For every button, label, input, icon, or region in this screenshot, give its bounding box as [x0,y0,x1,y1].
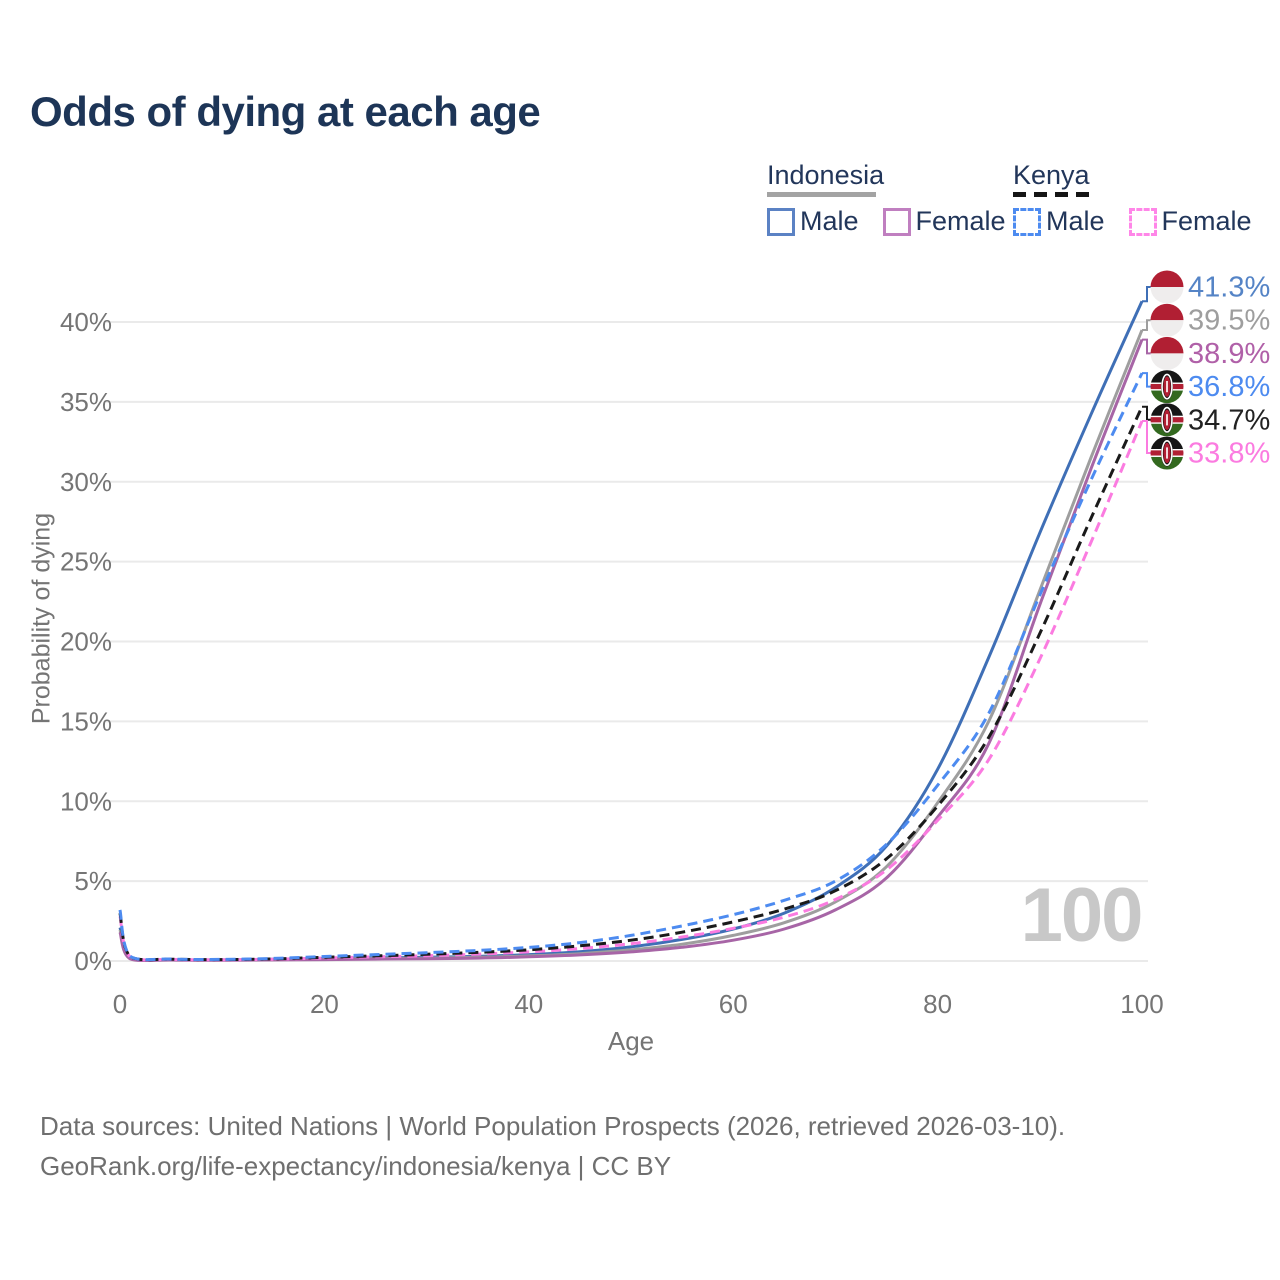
end-value-label-indonesia-female: 38.9% [1188,338,1270,370]
y-tick-label: 25% [60,547,112,577]
legend-indonesia-label[interactable]: Indonesia [767,160,885,190]
end-value-label-kenya-female: 33.8% [1188,438,1270,470]
y-tick-label: 5% [74,866,112,896]
y-tick-label: 20% [60,627,112,657]
x-axis-title: Age [607,1026,655,1056]
series-line-indonesia-female [118,339,1144,963]
footer-sources-line: Data sources: United Nations | World Pop… [40,1111,1066,1141]
legend-group-indonesia: Indonesia Male Female [767,160,1030,237]
end-value-label-indonesia-both-sexes: 39.5% [1188,305,1270,337]
x-tick-label: 100 [1120,989,1163,1019]
flag-icon-indonesia [1150,270,1184,304]
series-line-kenya-both-sexes [118,406,1144,962]
end-connector-kenya-both-sexes [1142,405,1152,421]
end-connector-kenya-female [1142,420,1152,454]
end-value-label-kenya-both-sexes: 34.7% [1188,404,1270,436]
end-value-label-kenya-male: 36.8% [1188,371,1270,403]
end-connector-indonesia-female [1142,338,1152,355]
y-tick-label: 15% [60,706,112,736]
y-tick-label: 0% [74,946,112,976]
legend-kenya-male-label[interactable]: Male [1046,206,1105,236]
flag-icon-kenya [1150,436,1184,470]
end-connector-indonesia-both-sexes [1142,319,1152,331]
x-tick-label: 80 [923,989,952,1019]
legend-kenya-female-label[interactable]: Female [1161,206,1252,236]
end-value-label-indonesia-male: 41.3% [1188,272,1270,304]
legend-kenya-label[interactable]: Kenya [1013,160,1090,190]
y-tick-label: 35% [60,387,112,417]
end-connector-indonesia-male [1142,286,1152,303]
x-tick-label: 0 [113,989,127,1019]
flag-icon-kenya [1150,403,1184,437]
y-tick-label: 30% [60,467,112,497]
series-line-indonesia-both-sexes [118,329,1144,962]
legend-kenya-male-swatch[interactable] [1013,207,1041,236]
series-line-indonesia-male [118,300,1144,962]
legend-group-kenya: Kenya Male Female [1013,160,1276,237]
flag-icon-indonesia [1150,336,1184,370]
legend-indonesia-female-label[interactable]: Female [915,206,1006,236]
legend-indonesia-male-swatch[interactable] [767,207,795,236]
data-source-footer: Data sources: United Nations | World Pop… [40,1106,1065,1186]
end-connector-kenya-male [1142,372,1152,388]
legend-indonesia-line-swatch [767,192,876,197]
legend-indonesia-female-swatch[interactable] [882,207,911,236]
flag-icon-kenya [1150,370,1184,404]
end-labels: 41.3%39.5%38.9%36.8%34.7%33.8% [1142,270,1270,470]
age-counter-watermark: 100 [1020,873,1144,958]
series-line-kenya-female [118,420,1144,962]
legend-kenya-female-swatch[interactable] [1128,207,1157,236]
series-line-kenya-male [118,372,1144,962]
legend-indonesia-male-label[interactable]: Male [800,206,859,236]
flag-icon-indonesia [1150,303,1184,337]
y-tick-label: 10% [60,786,112,816]
page-title: Odds of dying at each age [30,88,541,135]
x-tick-label: 60 [719,989,748,1019]
x-tick-label: 40 [514,989,543,1019]
x-tick-label: 20 [310,989,339,1019]
footer-url-line: GeoRank.org/life-expectancy/indonesia/ke… [40,1151,672,1181]
legend-kenya-line-swatch [1013,192,1095,197]
y-axis-title: Probability of dying [27,512,56,725]
y-tick-label: 40% [60,307,112,337]
